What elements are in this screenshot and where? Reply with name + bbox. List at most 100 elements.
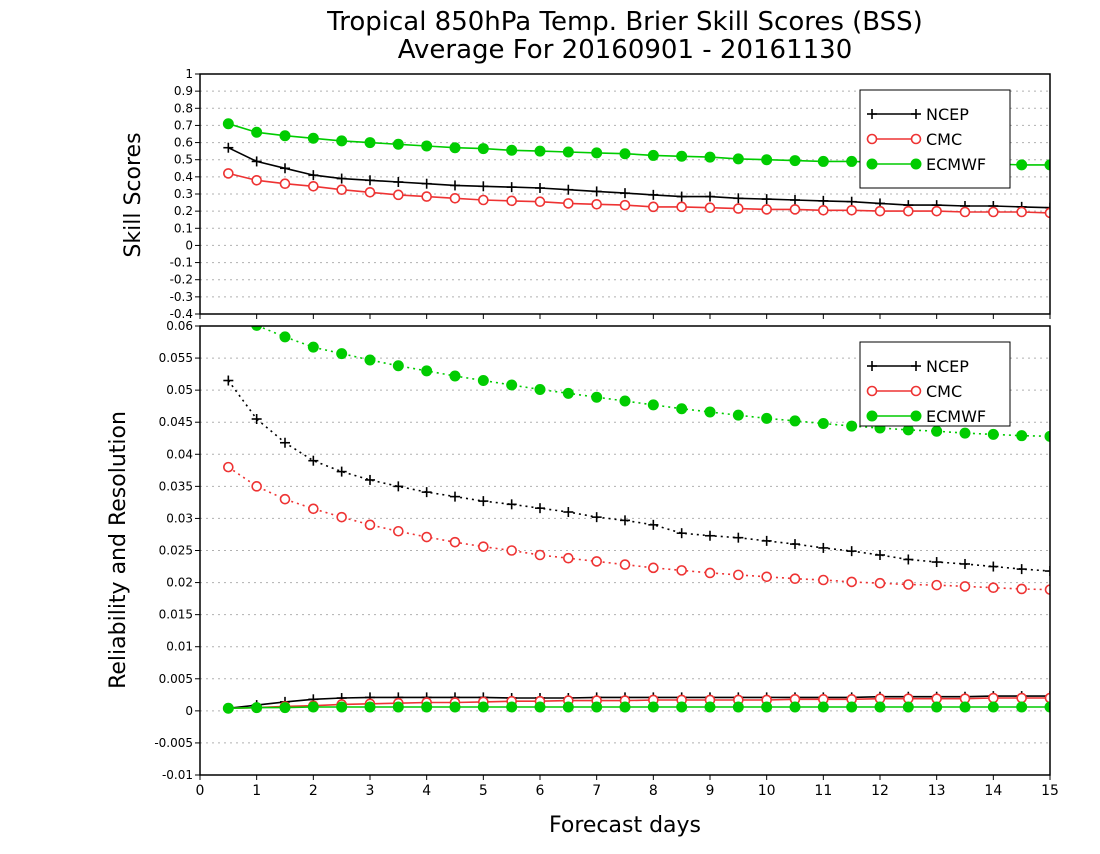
data-point — [648, 189, 659, 200]
data-point — [393, 481, 404, 492]
legend-marker — [910, 133, 922, 145]
data-point — [506, 545, 517, 556]
data-point — [647, 149, 659, 161]
series-line-cmc-1 — [227, 466, 1050, 591]
plot-frame — [199, 73, 1051, 315]
data-point — [648, 201, 659, 213]
legend-box — [859, 89, 1011, 189]
data-point — [308, 170, 319, 181]
y-tick-label: 0.8 — [174, 101, 193, 115]
data-point — [789, 155, 801, 167]
y-tick-label: 0.05 — [166, 383, 193, 397]
chart-subtitle: Average For 20160901 - 20161130 — [398, 35, 853, 65]
data-point — [903, 205, 914, 217]
data-point — [477, 701, 489, 713]
data-point — [364, 137, 376, 149]
data-point — [336, 184, 347, 196]
data-point — [280, 437, 290, 448]
x-axis-label: Forecast days — [549, 813, 701, 838]
bottom-panel-y-axis-label: Reliability and Resolution — [106, 411, 131, 689]
data-point — [364, 354, 376, 366]
data-point — [1044, 692, 1050, 704]
data-point — [279, 178, 291, 190]
data-point — [421, 531, 432, 543]
data-point — [1045, 566, 1050, 577]
y-tick-label: 0.06 — [166, 319, 193, 333]
data-point — [619, 199, 631, 211]
legend-marker — [911, 361, 921, 371]
data-point — [279, 331, 291, 343]
x-tick-label: 4 — [422, 783, 431, 799]
plot-frame — [199, 325, 1051, 776]
data-point — [392, 138, 404, 150]
data-point — [421, 178, 432, 189]
data-point — [307, 701, 319, 713]
x-tick-label: 7 — [592, 783, 601, 799]
data-point — [959, 701, 971, 713]
data-point — [846, 204, 857, 216]
data-point — [988, 582, 999, 594]
legend-marker — [866, 385, 878, 397]
data-point — [676, 565, 687, 576]
series-line-component-5 — [228, 706, 1050, 710]
data-point — [620, 188, 630, 199]
data-point — [931, 579, 942, 591]
data-point — [421, 140, 433, 152]
chart-title: Tropical 850hPa Temp. Brier Skill Scores… — [326, 7, 923, 37]
data-point — [846, 701, 858, 713]
data-point — [761, 701, 773, 713]
data-point — [818, 195, 829, 206]
data-point — [620, 515, 630, 526]
data-point — [988, 206, 999, 218]
data-point — [960, 558, 970, 569]
data-point — [733, 203, 744, 214]
data-point — [676, 528, 687, 539]
data-point — [506, 701, 518, 713]
data-point — [251, 156, 262, 167]
data-point — [733, 532, 744, 543]
y-tick-label: 0.7 — [174, 118, 193, 132]
y-tick-label: 0.2 — [174, 204, 193, 218]
data-point — [704, 151, 716, 163]
series-layer — [222, 118, 1050, 219]
data-point — [761, 412, 773, 424]
data-point — [478, 496, 489, 507]
data-point — [307, 341, 319, 353]
legend-label: CMC — [926, 130, 962, 149]
data-point — [506, 182, 517, 193]
data-point — [647, 399, 659, 411]
data-point — [591, 701, 603, 713]
data-point — [478, 541, 489, 552]
data-point — [449, 536, 461, 548]
data-point — [364, 186, 376, 198]
data-point — [393, 525, 404, 537]
y-tick-label: 0.005 — [159, 672, 193, 686]
y-tick-label: -0.005 — [154, 736, 193, 750]
data-point — [421, 365, 433, 377]
data-point — [1016, 701, 1028, 713]
data-point — [704, 701, 716, 713]
data-point — [619, 701, 631, 713]
data-point — [874, 577, 886, 589]
data-point — [279, 493, 291, 505]
data-point — [1045, 202, 1050, 213]
data-point — [308, 455, 319, 466]
data-point — [279, 130, 291, 142]
data-point — [280, 163, 290, 174]
y-tick-label: 0.055 — [159, 351, 193, 365]
data-point — [704, 202, 716, 214]
data-point — [1044, 701, 1050, 713]
data-point — [705, 530, 715, 541]
data-point — [733, 193, 744, 204]
x-tick-label: 6 — [536, 783, 545, 799]
data-point — [477, 375, 489, 387]
data-point — [732, 701, 744, 713]
data-point — [477, 143, 489, 155]
data-point — [648, 519, 659, 530]
legend-label: CMC — [926, 382, 962, 401]
data-point — [875, 549, 885, 560]
y-tick-label: 1 — [185, 67, 193, 81]
data-point — [902, 701, 914, 713]
data-point — [931, 425, 943, 437]
